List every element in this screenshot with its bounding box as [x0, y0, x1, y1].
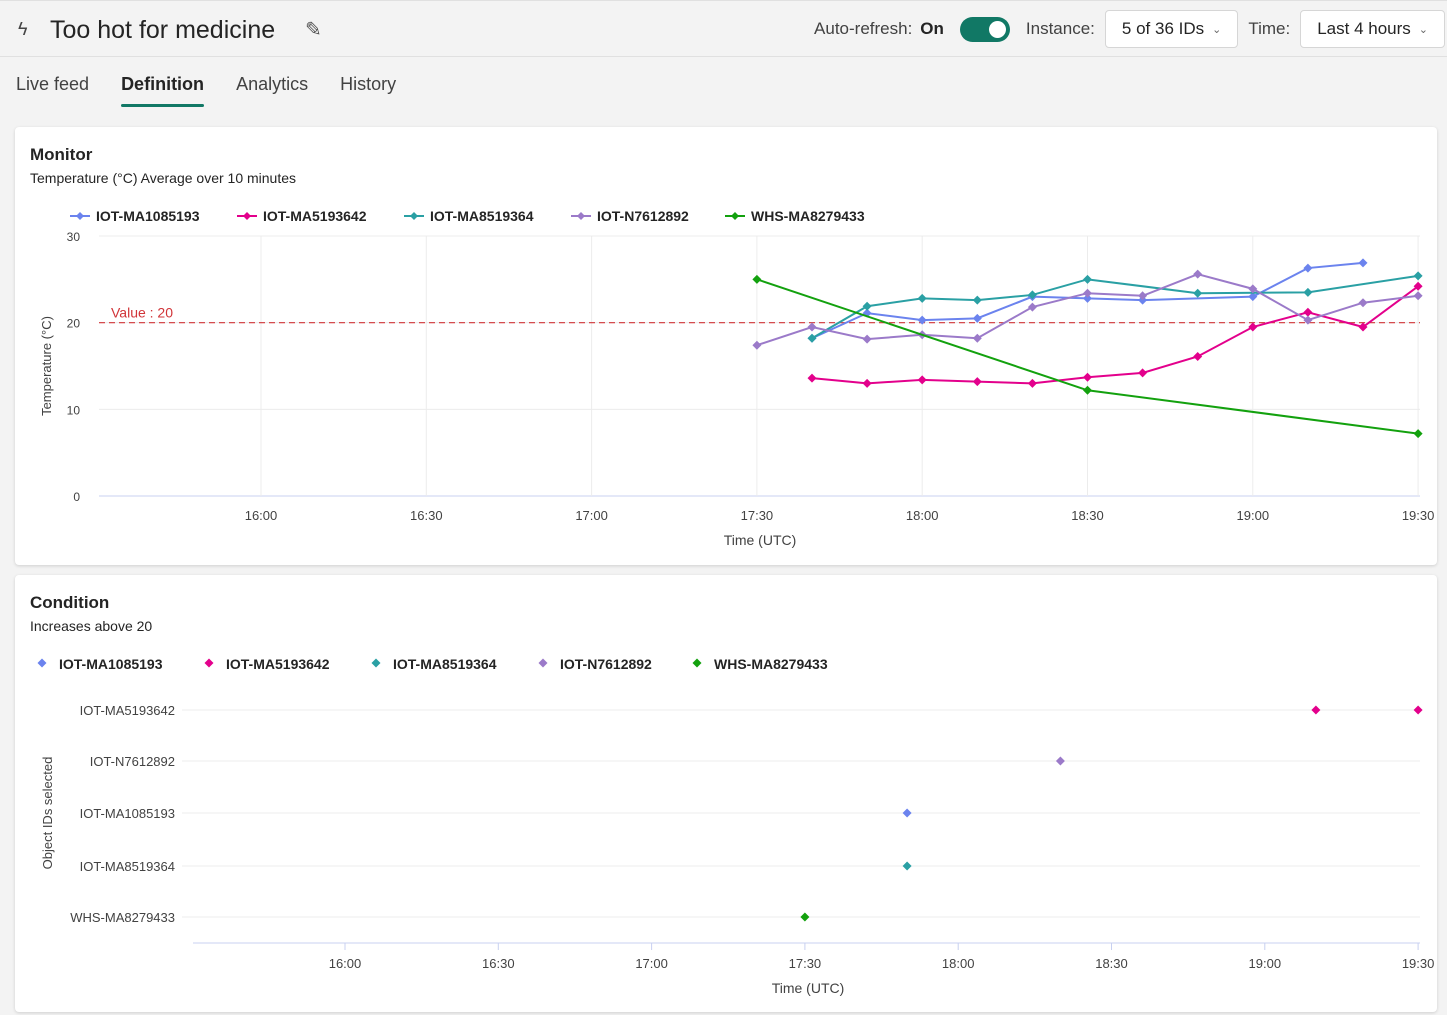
auto-refresh-label: Auto-refresh:: [814, 19, 913, 38]
tab-live-feed[interactable]: Live feed: [16, 74, 90, 94]
time-label: Time:: [1248, 19, 1291, 38]
auto-refresh-toggle[interactable]: [959, 16, 1010, 42]
auto-refresh-value: On: [920, 19, 944, 38]
tab-bar: Live feed Definition Analytics History: [16, 74, 396, 107]
instance-dropdown[interactable]: 5 of 36 IDs ⌄: [1104, 10, 1239, 48]
page-title: Too hot for medicine: [50, 16, 276, 44]
monitor-title: Monitor: [30, 145, 93, 164]
condition-subtitle: Increases above 20: [30, 618, 153, 634]
header-bar: ϟ Too hot for medicine ✎ Auto-refresh: O…: [0, 0, 1447, 57]
time-dropdown[interactable]: Last 4 hours ⌄: [1300, 10, 1445, 48]
time-value: Last 4 hours: [1317, 19, 1411, 38]
monitor-subtitle: Temperature (°C) Average over 10 minutes: [30, 170, 297, 186]
tab-history[interactable]: History: [340, 74, 397, 94]
chevron-down-icon: ⌄: [1418, 23, 1428, 36]
monitor-card: Monitor Temperature (°C) Average over 10…: [15, 127, 1437, 565]
chevron-down-icon: ⌄: [1212, 23, 1222, 36]
condition-card: Condition Increases above 20: [15, 575, 1437, 1012]
condition-title: Condition: [30, 593, 110, 612]
instance-value: 5 of 36 IDs: [1121, 19, 1205, 38]
instance-label: Instance:: [1025, 19, 1095, 38]
tab-definition[interactable]: Definition: [121, 74, 205, 107]
lightning-icon: ϟ: [18, 19, 28, 39]
tab-analytics[interactable]: Analytics: [236, 74, 309, 94]
edit-pencil-icon[interactable]: ✎: [305, 19, 322, 41]
